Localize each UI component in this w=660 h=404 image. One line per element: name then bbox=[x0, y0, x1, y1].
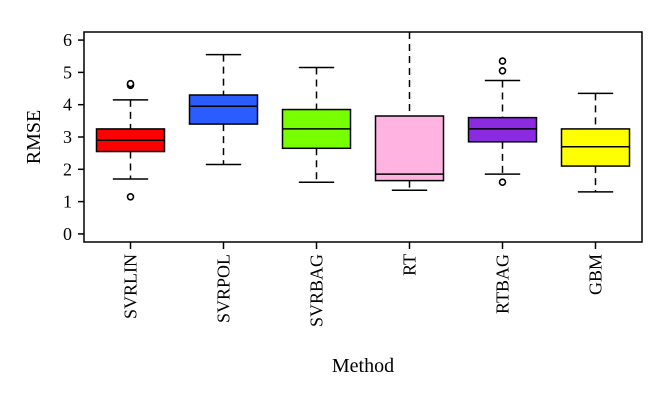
x-tick-label-svrbag: SVRBAG bbox=[307, 254, 327, 327]
outlier-rtbag-0 bbox=[498, 66, 507, 75]
y-axis: 0 1 2 3 4 5 6 bbox=[63, 30, 84, 244]
y-tick-label-2: 2 bbox=[63, 159, 72, 179]
y-tick-label-4: 4 bbox=[63, 95, 72, 115]
box-svrbag bbox=[281, 66, 352, 183]
iqr-box-rt bbox=[374, 115, 445, 182]
y-tick-label-1: 1 bbox=[63, 192, 72, 212]
box-rtbag bbox=[467, 57, 538, 187]
box-rt bbox=[374, 32, 445, 192]
x-tick-label-gbm: GBM bbox=[586, 254, 606, 295]
x-tick-label-svrpol: SVRPOL bbox=[214, 254, 234, 323]
y-tick-label-5: 5 bbox=[63, 62, 72, 82]
outlier-rtbag-1 bbox=[498, 57, 507, 65]
outlier-svrlin-2 bbox=[126, 192, 135, 201]
plot-frame bbox=[83, 31, 643, 243]
x-tick-label-rtbag: RTBAG bbox=[493, 254, 513, 314]
boxplot-series bbox=[95, 32, 631, 201]
outlier-rtbag-2 bbox=[498, 178, 507, 187]
iqr-box-svrpol bbox=[188, 94, 259, 125]
iqr-box-gbm bbox=[560, 128, 631, 167]
x-axis-title: Method bbox=[332, 355, 394, 377]
x-tick-label-svrlin: SVRLIN bbox=[121, 254, 141, 319]
y-tick-label-6: 6 bbox=[63, 30, 72, 50]
outlier-svrlin-1 bbox=[126, 79, 135, 88]
box-svrpol bbox=[188, 53, 259, 166]
y-tick-label-3: 3 bbox=[63, 127, 72, 147]
y-axis-title: RMSE bbox=[23, 110, 45, 164]
x-tick-label-rt: RT bbox=[400, 254, 420, 276]
box-gbm bbox=[560, 92, 631, 193]
x-axis: SVRLIN SVRPOL SVRBAG RT RTBAG GBM bbox=[121, 242, 606, 327]
iqr-box-rtbag bbox=[467, 116, 538, 143]
y-tick-label-0: 0 bbox=[63, 224, 72, 244]
box-svrlin bbox=[95, 79, 166, 201]
